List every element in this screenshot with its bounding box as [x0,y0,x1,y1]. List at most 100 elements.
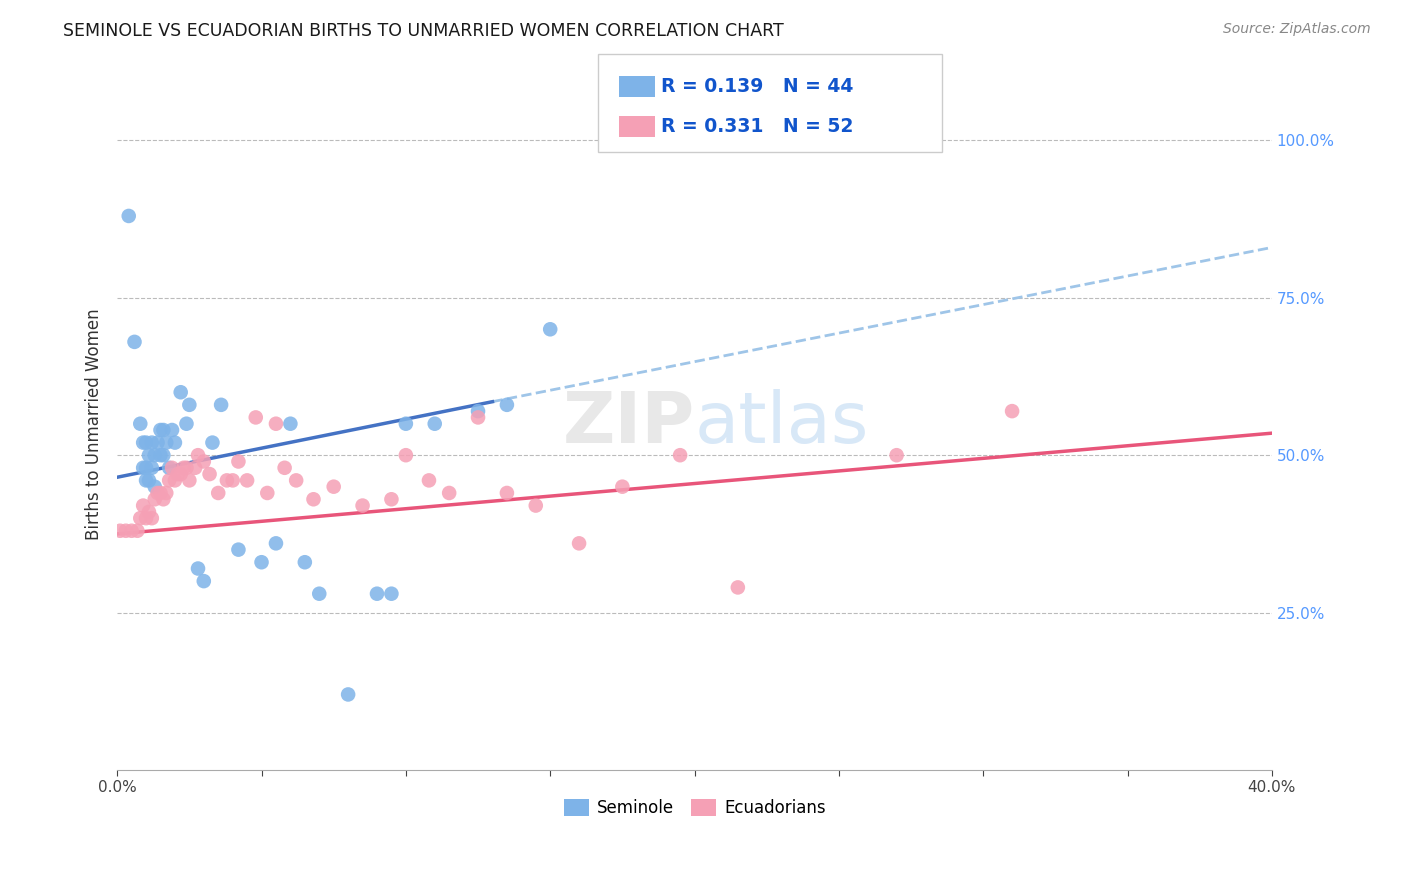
Point [256,486,278,500]
Point [176,460,198,475]
Point [163,435,186,450]
Point [157,460,180,475]
Point [1001,404,1024,418]
Point [152,492,174,507]
Point [118,209,141,223]
Point [294,555,316,569]
Point [141,460,163,475]
Point [221,474,243,488]
Point [612,480,634,494]
Point [141,511,163,525]
Point [138,505,160,519]
Point [437,486,460,500]
Point [170,467,193,481]
Point [669,448,692,462]
Point [160,423,183,437]
Point [135,511,157,525]
Point [132,499,155,513]
Point [170,385,193,400]
Point [245,410,267,425]
Point [207,486,229,500]
Text: Source: ZipAtlas.com: Source: ZipAtlas.com [1223,22,1371,37]
Point [149,423,172,437]
Point [121,524,143,538]
Point [129,511,152,525]
Point [380,492,402,507]
Point [568,536,591,550]
Point [886,448,908,462]
Point [141,435,163,450]
Point [302,492,325,507]
Point [146,486,169,500]
Point [157,474,180,488]
Text: ZIP: ZIP [562,389,695,458]
Point [352,499,374,513]
Point [115,524,138,538]
Point [138,448,160,462]
Point [173,460,195,475]
Point [149,448,172,462]
Text: SEMINOLE VS ECUADORIAN BIRTHS TO UNMARRIED WOMEN CORRELATION CHART: SEMINOLE VS ECUADORIAN BIRTHS TO UNMARRI… [63,22,785,40]
Point [132,435,155,450]
Point [124,334,146,349]
Point [209,398,232,412]
Point [228,542,250,557]
Point [215,474,238,488]
Point [467,410,489,425]
Point [155,435,177,450]
Point [380,587,402,601]
Point [467,404,489,418]
Point [201,435,224,450]
Point [418,474,440,488]
Point [273,460,295,475]
Text: R = 0.139   N = 44: R = 0.139 N = 44 [661,77,853,96]
Point [135,474,157,488]
Point [264,417,287,431]
Point [423,417,446,431]
Point [127,524,149,538]
Point [496,398,519,412]
Point [193,454,215,468]
Text: atlas: atlas [695,389,869,458]
Point [236,474,259,488]
Text: R = 0.331   N = 52: R = 0.331 N = 52 [661,117,853,136]
Point [108,524,131,538]
Point [155,486,177,500]
Point [187,448,209,462]
Point [524,499,547,513]
Legend: Seminole, Ecuadorians: Seminole, Ecuadorians [557,792,832,824]
Point [143,492,166,507]
Point [135,460,157,475]
Point [395,448,418,462]
Point [538,322,561,336]
Point [132,460,155,475]
Point [322,480,344,494]
Point [143,480,166,494]
Point [176,417,198,431]
Point [366,587,388,601]
Point [179,474,201,488]
Point [228,454,250,468]
Point [337,688,360,702]
Point [135,435,157,450]
Point [143,448,166,462]
Point [250,555,273,569]
Point [146,435,169,450]
Point [395,417,418,431]
Point [285,474,308,488]
Point [727,581,749,595]
Point [496,486,519,500]
Point [187,561,209,575]
Point [308,587,330,601]
Point [179,398,201,412]
Point [193,574,215,588]
Point [166,467,188,481]
Y-axis label: Births to Unmarried Women: Births to Unmarried Women [86,308,103,540]
Point [129,417,152,431]
Point [138,474,160,488]
Point [152,448,174,462]
Point [149,486,172,500]
Point [198,467,221,481]
Point [280,417,302,431]
Point [264,536,287,550]
